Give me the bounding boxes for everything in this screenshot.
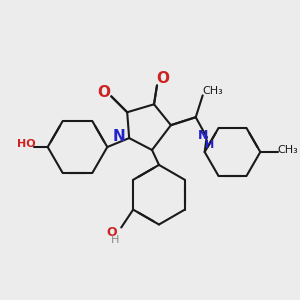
Text: N: N <box>113 129 126 144</box>
Text: H: H <box>205 140 214 150</box>
Text: CH₃: CH₃ <box>278 145 298 155</box>
Text: O: O <box>156 71 170 86</box>
Text: HO: HO <box>16 139 35 149</box>
Text: O: O <box>97 85 110 100</box>
Text: N: N <box>197 129 208 142</box>
Text: CH₃: CH₃ <box>202 86 223 96</box>
Text: O: O <box>106 226 117 239</box>
Text: H: H <box>111 236 119 245</box>
